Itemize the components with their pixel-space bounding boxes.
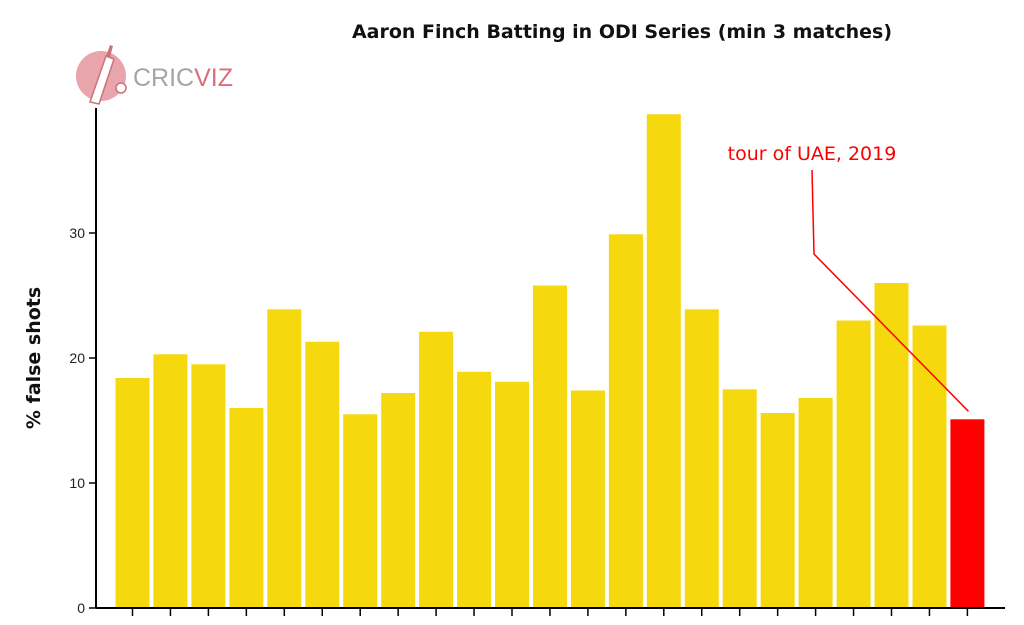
y-axis-label: % false shots	[23, 287, 45, 429]
annotation-leader-line	[811, 169, 969, 412]
bar	[684, 309, 719, 608]
bar	[836, 320, 871, 608]
bar	[343, 414, 378, 609]
bar	[457, 371, 492, 609]
bar	[874, 283, 909, 608]
bar	[381, 393, 416, 608]
bar	[722, 389, 757, 609]
cricviz-logo: CRICVIZ	[76, 45, 233, 105]
logo-text-cric: CRIC	[133, 64, 194, 92]
annotation: tour of UAE, 2019	[728, 143, 969, 412]
bar	[646, 114, 681, 609]
bar	[798, 398, 833, 608]
y-tick-label: 10	[69, 475, 85, 491]
logo-wordmark: CRICVIZ	[133, 64, 233, 92]
logo-text-viz: VIZ	[194, 64, 233, 92]
y-tick-label: 20	[69, 350, 85, 366]
y-axis-group: 0 10 20 30	[69, 225, 96, 616]
bar	[760, 413, 795, 608]
bar	[191, 364, 226, 609]
bar	[608, 234, 643, 609]
annotation-label: tour of UAE, 2019	[728, 143, 897, 165]
bar	[570, 390, 605, 608]
y-tick-label: 0	[77, 600, 85, 616]
x-ticks-group	[131, 608, 969, 616]
bar	[533, 285, 567, 608]
cricket-bat-ball-icon	[76, 45, 127, 105]
y-tick-label: 30	[69, 225, 85, 241]
bar	[419, 331, 454, 609]
bar	[495, 381, 529, 609]
bar-highlighted	[950, 419, 985, 609]
chart-title: Aaron Finch Batting in ODI Series (min 3…	[352, 21, 892, 43]
bar	[229, 408, 264, 608]
bar	[912, 325, 947, 608]
bar	[267, 309, 302, 608]
bar	[305, 341, 340, 609]
bar	[115, 378, 150, 608]
bar	[153, 354, 188, 609]
bars-group	[115, 114, 985, 609]
